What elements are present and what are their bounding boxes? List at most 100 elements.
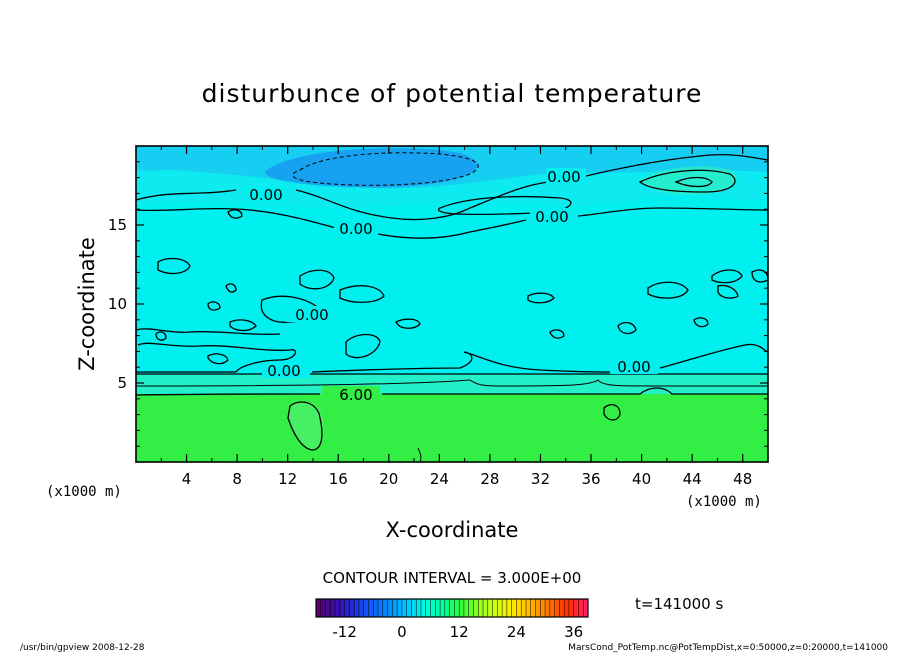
x-tick-label: 20: [379, 470, 398, 488]
layer-transition: [136, 374, 768, 394]
colorbar-cell: [554, 599, 560, 617]
y-tick-label: 10: [108, 295, 127, 313]
x-tick-label: 28: [480, 470, 499, 488]
contour-label: 0.00: [339, 220, 372, 238]
colorbar-cell: [416, 599, 422, 617]
colorbar-cell: [516, 599, 522, 617]
colorbar-cell: [373, 599, 379, 617]
y-axis-label: Z-coordinate: [75, 237, 99, 371]
x-axis: 4 8 12 16 20 24 28 32 36 40 44 48: [160, 146, 752, 488]
colorbar-cell: [444, 599, 450, 617]
colorbar-cell: [473, 599, 479, 617]
colorbar-cell: [425, 599, 431, 617]
colorbar-cell: [335, 599, 341, 617]
contour-label: 0.00: [617, 358, 650, 376]
contour-label: 0.00: [547, 168, 580, 186]
x-tick-label: 44: [683, 470, 702, 488]
contour-lines: [135, 152, 769, 463]
colorbar-cell: [578, 599, 584, 617]
x-tick-label: 36: [581, 470, 600, 488]
colorbar-cell: [583, 599, 589, 617]
colorbar-cell: [411, 599, 417, 617]
colorbar-cell: [535, 599, 541, 617]
colorbar-tick-label: 36: [564, 623, 583, 641]
contour-labels: 0.00 0.00 0.00 0.00 0.00 0.00 0.00 6.00: [244, 168, 658, 404]
colorbar-cell: [358, 599, 365, 617]
colorbar-tick-label: 24: [507, 623, 526, 641]
colorbar-cell: [549, 599, 555, 617]
y-tick-label: 5: [117, 374, 127, 392]
colorbar-cell: [459, 599, 465, 617]
colorbar-frame: [315, 598, 589, 618]
x-tick-label: 48: [733, 470, 752, 488]
colorbar-cell: [545, 599, 551, 617]
contour-label: 0.00: [267, 362, 300, 380]
layer-warm: [136, 394, 768, 462]
contour-label: 0.00: [295, 306, 328, 324]
colorbar-cell: [449, 599, 455, 617]
colorbar-cell: [397, 599, 403, 617]
y-tick-label: 15: [108, 216, 127, 234]
x-tick-label: 24: [430, 470, 449, 488]
contour-interval: CONTOUR INTERVAL = 3.000E+00: [323, 569, 582, 587]
x-axis-label: X-coordinate: [386, 518, 519, 542]
colorbar-cell: [330, 599, 336, 617]
colorbar-cell: [363, 599, 369, 617]
colorbar: -12 0 12 24 36: [315, 598, 589, 641]
colorbar-cell: [502, 599, 508, 617]
x-tick-label: 32: [531, 470, 550, 488]
colorbar-cell: [401, 599, 407, 617]
colorbar-cell: [483, 599, 489, 617]
colorbar-cell: [492, 599, 498, 617]
colorbar-cell: [316, 599, 322, 617]
x-tick-label: 16: [329, 470, 348, 488]
colorbar-cell: [573, 599, 579, 617]
colorbar-tick-label: 12: [450, 623, 469, 641]
colorbar-cell: [382, 599, 388, 617]
colorbar-cell: [511, 599, 517, 617]
colorbar-cell: [468, 599, 474, 617]
x-tick-label: 4: [182, 470, 192, 488]
x-unit-right: (x1000 m): [686, 494, 762, 510]
footer-right: MarsCond_PotTemp.nc@PotTempDist,x=0:5000…: [568, 643, 888, 653]
colorbar-cell: [568, 599, 574, 617]
x-unit-left: (x1000 m): [46, 484, 122, 500]
colorbar-cell: [487, 599, 493, 617]
x-tick-label: 40: [632, 470, 651, 488]
colorbar-cell: [435, 599, 441, 617]
colorbar-cell: [525, 599, 532, 617]
chart-title: disturbunce of potential temperature: [202, 79, 703, 108]
colorbar-tick-label: -12: [332, 623, 357, 641]
colorbar-cell: [463, 599, 470, 617]
colorbar-cell: [521, 599, 527, 617]
colorbar-cell: [354, 599, 360, 617]
colorbar-cell: [430, 599, 436, 617]
colorbar-cell: [320, 599, 326, 617]
colorbar-cell: [564, 599, 570, 617]
contour-label: 0.00: [535, 208, 568, 226]
colorbar-cell: [392, 599, 398, 617]
colorbar-cell: [325, 599, 331, 617]
colorbar-cell: [497, 599, 503, 617]
time-label: t=141000 s: [635, 595, 723, 613]
contour-label: 0.00: [249, 186, 282, 204]
colorbar-cell: [378, 599, 384, 617]
contour-label: 6.00: [339, 386, 372, 404]
plot-area: 0.00 0.00 0.00 0.00 0.00 0.00 0.00 6.00: [135, 145, 769, 463]
colorbar-cell: [420, 599, 427, 617]
colorbar-cell: [368, 599, 374, 617]
colorbar-cell: [540, 599, 546, 617]
colorbar-cell: [387, 599, 393, 617]
colorbar-cell: [478, 599, 484, 617]
colorbar-cell: [344, 599, 350, 617]
colorbar-cell: [506, 599, 512, 617]
footer-left: /usr/bin/gpview 2008-12-28: [20, 643, 145, 653]
colorbar-cell: [454, 599, 460, 617]
colorbar-cell: [339, 599, 345, 617]
x-tick-label: 8: [232, 470, 242, 488]
colorbar-tick-label: 0: [397, 623, 407, 641]
x-tick-label: 12: [278, 470, 297, 488]
cold-core: [265, 148, 478, 188]
colorbar-cell: [559, 599, 565, 617]
